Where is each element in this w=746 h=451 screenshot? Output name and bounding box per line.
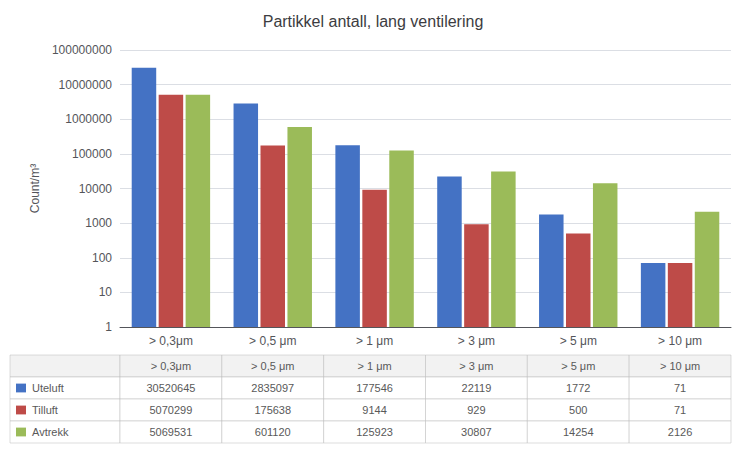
svg-text:10000000: 10000000	[59, 78, 113, 92]
svg-text:1000: 1000	[85, 216, 112, 230]
svg-text:601120: 601120	[255, 426, 291, 438]
svg-text:Partikkel antall, lang ventile: Partikkel antall, lang ventilering	[263, 13, 484, 30]
svg-text:929: 929	[467, 404, 485, 416]
svg-text:> 5 μm: > 5 μm	[561, 360, 595, 372]
svg-text:> 10 μm: > 10 μm	[660, 360, 700, 372]
svg-text:22119: 22119	[462, 382, 492, 394]
svg-text:Uteluft: Uteluft	[32, 382, 64, 394]
svg-text:10: 10	[99, 285, 113, 299]
svg-text:Avtrekk: Avtrekk	[32, 426, 69, 438]
svg-text:71: 71	[674, 404, 686, 416]
svg-text:9144: 9144	[362, 404, 386, 416]
svg-text:30807: 30807	[461, 426, 492, 438]
svg-text:5069531: 5069531	[150, 426, 193, 438]
svg-text:> 10 μm: > 10 μm	[658, 334, 702, 348]
svg-text:> 1 μm: > 1 μm	[356, 334, 393, 348]
svg-text:1000000: 1000000	[65, 112, 112, 126]
svg-text:> 0,5 μm: > 0,5 μm	[249, 334, 296, 348]
svg-text:125923: 125923	[356, 426, 393, 438]
svg-text:Tilluft: Tilluft	[32, 404, 58, 416]
svg-text:Count/m³: Count/m³	[28, 164, 42, 213]
svg-text:175638: 175638	[254, 404, 291, 416]
svg-text:> 3 μm: > 3 μm	[458, 334, 495, 348]
svg-text:14254: 14254	[563, 426, 594, 438]
svg-text:5070299: 5070299	[150, 404, 193, 416]
svg-text:100000: 100000	[72, 147, 112, 161]
svg-text:> 5 μm: > 5 μm	[560, 334, 597, 348]
svg-text:> 1 μm: > 1 μm	[358, 360, 392, 372]
svg-text:1772: 1772	[566, 382, 590, 394]
svg-text:> 0,3μm: > 0,3μm	[151, 360, 191, 372]
svg-text:> 0,5 μm: > 0,5 μm	[251, 360, 294, 372]
svg-text:500: 500	[569, 404, 587, 416]
svg-text:> 0,3μm: > 0,3μm	[149, 334, 193, 348]
svg-text:71: 71	[674, 382, 686, 394]
svg-text:30520645: 30520645	[146, 382, 195, 394]
svg-text:2126: 2126	[668, 426, 692, 438]
svg-text:100000000: 100000000	[52, 43, 112, 57]
svg-text:100: 100	[92, 251, 112, 265]
svg-text:10000: 10000	[79, 182, 113, 196]
svg-text:177546: 177546	[356, 382, 393, 394]
svg-text:2835097: 2835097	[251, 382, 294, 394]
svg-text:1: 1	[105, 320, 112, 334]
svg-text:> 3 μm: > 3 μm	[459, 360, 493, 372]
